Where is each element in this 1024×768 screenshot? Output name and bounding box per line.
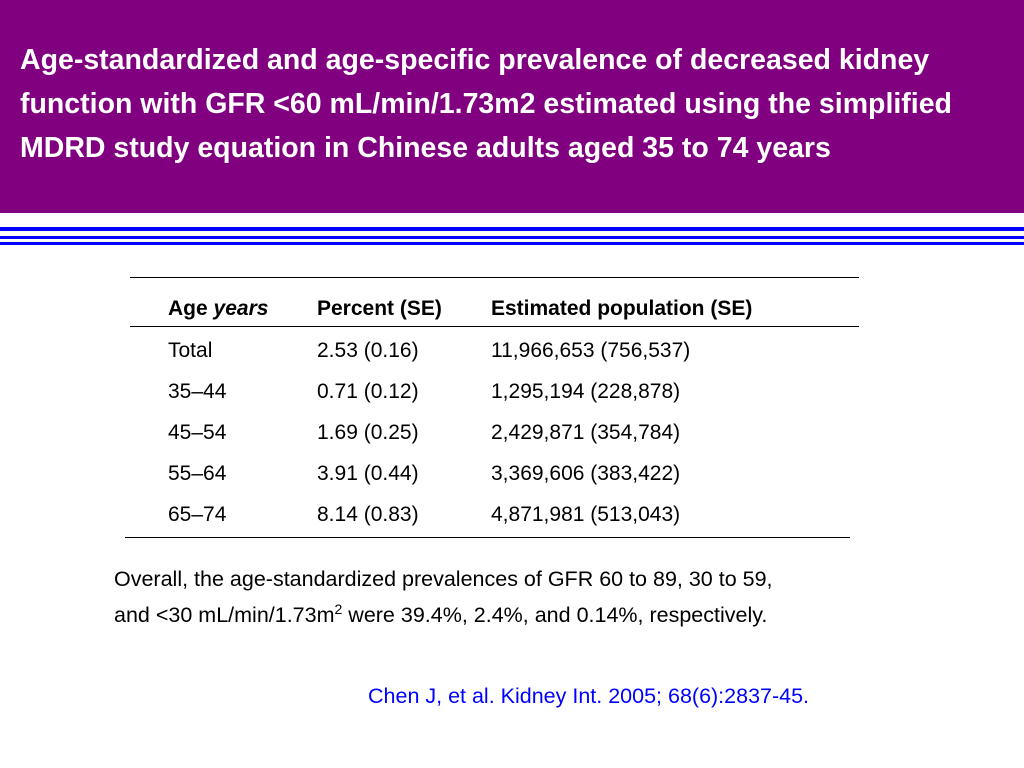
row-55-64-percent: 3.91 (0.44) [317,462,419,485]
divider-rule-thin [0,242,1024,245]
note-line-1: Overall, the age-standardized prevalence… [114,567,773,591]
row-35-44-age: 35–44 [168,380,227,403]
header-age-label: Age [168,297,208,320]
table-bottom-rule [125,537,850,538]
table-top-rule [130,277,859,278]
row-35-44-population: 1,295,194 (228,878) [491,380,681,403]
note-superscript: 2 [334,601,343,617]
header-percent: Percent (SE) [317,297,442,320]
row-total-percent: 2.53 (0.16) [317,339,419,362]
row-65-74-age: 65–74 [168,503,227,526]
citation: Chen J, et al. Kidney Int. 2005; 68(6):2… [368,684,810,708]
title-banner: Age-standardized and age-specific preval… [0,0,1024,213]
note-line-2-start: and <30 mL/min/1.73m [114,603,335,628]
header-population: Estimated population (SE) [491,297,753,320]
row-55-64-population: 3,369,606 (383,422) [491,462,681,485]
row-55-64-age: 55–64 [168,462,227,485]
row-total-population: 11,966,653 (756,537) [491,339,691,362]
row-65-74-population: 4,871,981 (513,043) [491,503,681,526]
row-45-54-age: 45–54 [168,421,227,444]
slide-title: Age-standardized and age-specific preval… [20,44,952,164]
row-45-54-population: 2,429,871 (354,784) [491,421,681,444]
header-age: Age years [168,297,268,321]
header-age-unit: years [213,297,269,320]
row-total-age: Total [168,339,213,362]
row-45-54-percent: 1.69 (0.25) [317,421,419,444]
row-35-44-percent: 0.71 (0.12) [317,380,419,403]
table-header-rule [130,326,859,327]
note-line-2-end: were 39.4%, 2.4%, and 0.14%, respectivel… [342,603,768,628]
divider-rule-middle [0,236,1024,239]
row-65-74-percent: 8.14 (0.83) [317,503,419,526]
summary-note: Overall, the age-standardized prevalence… [114,564,934,630]
divider-rule-thick [0,227,1024,231]
